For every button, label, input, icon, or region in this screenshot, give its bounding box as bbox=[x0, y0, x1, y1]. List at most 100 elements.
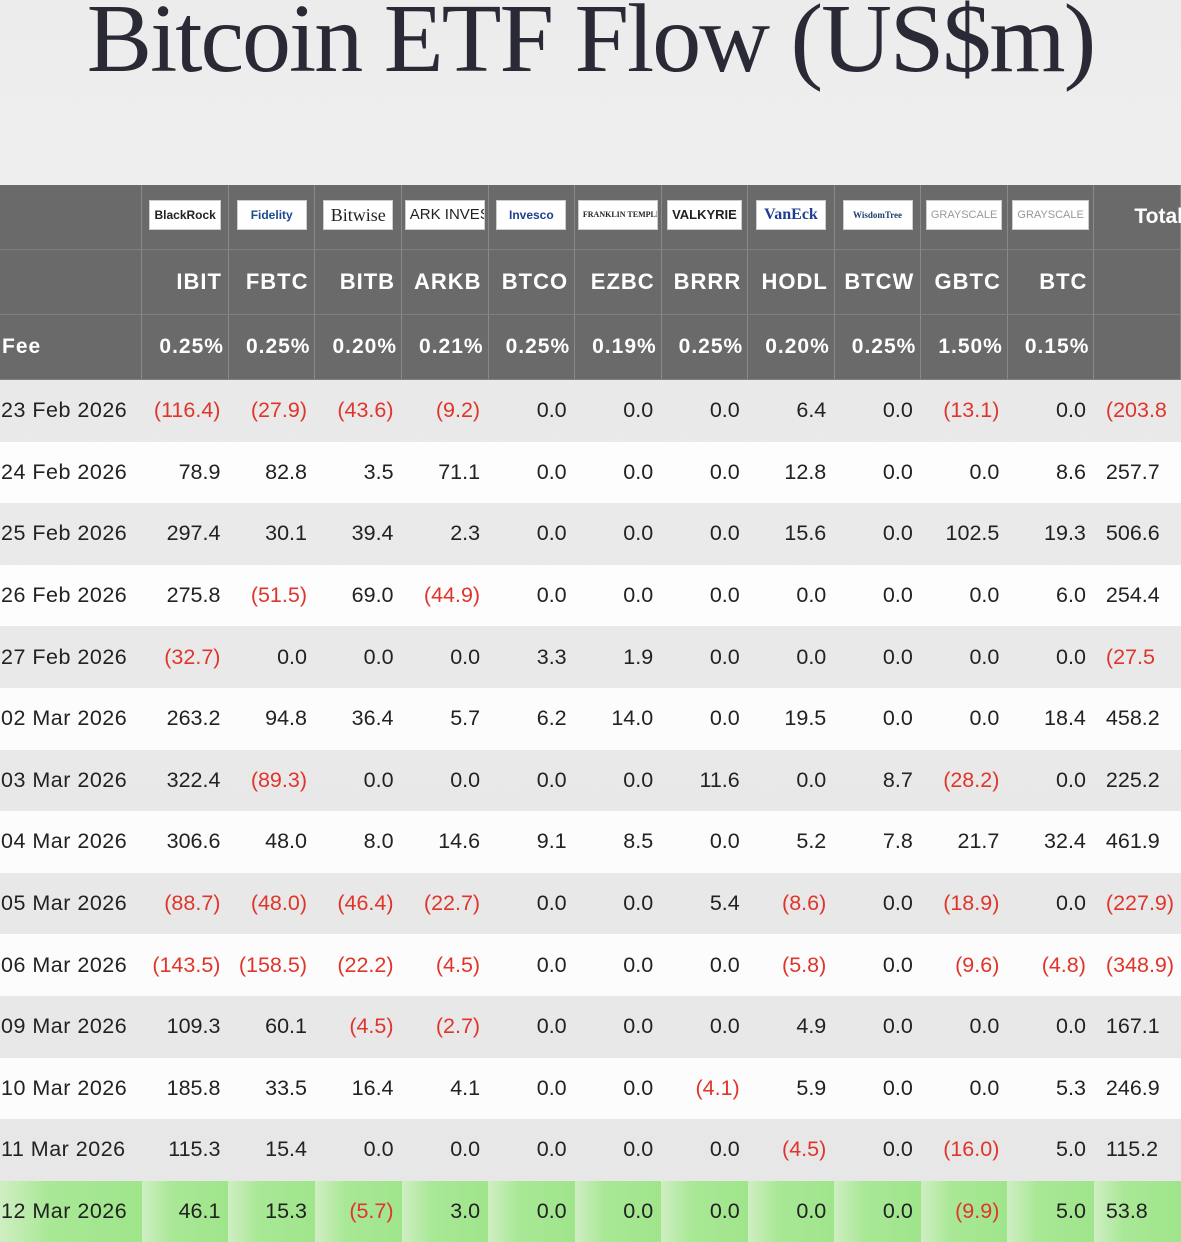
flow-cell: 15.4 bbox=[228, 1119, 315, 1181]
flow-cell: 0.0 bbox=[315, 626, 402, 688]
issuer-logo: Invesco bbox=[496, 200, 566, 230]
date-cell: 24 Feb 2026 bbox=[0, 442, 142, 504]
flow-cell: 3.0 bbox=[402, 1181, 489, 1242]
flow-cell: 0.0 bbox=[748, 750, 835, 812]
fee-cell: 0.25% bbox=[661, 315, 748, 380]
flow-cell: 0.0 bbox=[575, 565, 662, 627]
flow-cell: 0.0 bbox=[1007, 873, 1094, 935]
issuer-logo: GRAYSCALE bbox=[926, 200, 1002, 230]
flow-cell: 0.0 bbox=[921, 996, 1008, 1058]
flow-cell: (9.9) bbox=[921, 1181, 1008, 1242]
issuer-logo-cell: VALKYRIE bbox=[661, 185, 748, 250]
total-header: Total bbox=[1094, 185, 1181, 250]
flow-cell: 11.6 bbox=[661, 750, 748, 812]
flow-cell: (4.8) bbox=[1007, 934, 1094, 996]
issuer-logo-cell: GRAYSCALE bbox=[1007, 185, 1094, 250]
flow-cell: (4.5) bbox=[315, 996, 402, 1058]
flow-cell: 16.4 bbox=[315, 1058, 402, 1120]
total-cell: 254.4 bbox=[1094, 565, 1181, 627]
ticker-cell: FBTC bbox=[228, 250, 315, 315]
ticker-corner bbox=[0, 250, 142, 315]
flow-cell: (43.6) bbox=[315, 380, 402, 442]
flow-cell: 82.8 bbox=[228, 442, 315, 504]
flow-cell: 0.0 bbox=[1007, 626, 1094, 688]
flow-cell: 60.1 bbox=[228, 996, 315, 1058]
fee-cell: 0.25% bbox=[142, 315, 229, 380]
flow-cell: 5.7 bbox=[402, 688, 489, 750]
total-cell: (203.8 bbox=[1094, 380, 1181, 442]
date-cell: 02 Mar 2026 bbox=[0, 688, 142, 750]
total-cell: 115.2 bbox=[1094, 1119, 1181, 1181]
flow-cell: (4.5) bbox=[748, 1119, 835, 1181]
total-cell: 461.9 bbox=[1094, 811, 1181, 873]
fee-cell: 1.50% bbox=[921, 315, 1008, 380]
flow-cell: 12.8 bbox=[748, 442, 835, 504]
fee-label: Fee bbox=[0, 315, 142, 380]
flow-cell: 78.9 bbox=[142, 442, 229, 504]
date-cell: 11 Mar 2026 bbox=[0, 1119, 142, 1181]
flow-cell: (9.2) bbox=[402, 380, 489, 442]
total-cell: 53.8 bbox=[1094, 1181, 1181, 1242]
date-cell: 25 Feb 2026 bbox=[0, 503, 142, 565]
issuer-logo: ARK INVEST bbox=[405, 200, 485, 230]
flow-cell: (44.9) bbox=[402, 565, 489, 627]
flow-cell: 0.0 bbox=[488, 1058, 575, 1120]
flow-cell: 0.0 bbox=[661, 934, 748, 996]
flow-cell: 0.0 bbox=[488, 442, 575, 504]
flow-cell: 0.0 bbox=[488, 380, 575, 442]
ticker-total-empty bbox=[1094, 250, 1181, 315]
flow-cell: 21.7 bbox=[921, 811, 1008, 873]
flow-cell: 5.9 bbox=[748, 1058, 835, 1120]
flow-cell: (32.7) bbox=[142, 626, 229, 688]
flow-cell: 46.1 bbox=[142, 1181, 229, 1242]
flow-cell: 0.0 bbox=[834, 1119, 921, 1181]
issuer-logo-cell: FRANKLIN TEMPLETON bbox=[575, 185, 662, 250]
flow-cell: 0.0 bbox=[1007, 750, 1094, 812]
flow-cell: 15.6 bbox=[748, 503, 835, 565]
flow-cell: 0.0 bbox=[575, 380, 662, 442]
flow-cell: (46.4) bbox=[315, 873, 402, 935]
total-cell: 257.7 bbox=[1094, 442, 1181, 504]
issuer-logo-cell: Fidelity bbox=[228, 185, 315, 250]
flow-cell: (18.9) bbox=[921, 873, 1008, 935]
issuer-logo-cell: WisdomTree bbox=[834, 185, 921, 250]
total-cell: (227.9) bbox=[1094, 873, 1181, 935]
flow-cell: (158.5) bbox=[228, 934, 315, 996]
flow-cell: (8.6) bbox=[748, 873, 835, 935]
flow-cell: 0.0 bbox=[575, 996, 662, 1058]
fee-cell: 0.20% bbox=[315, 315, 402, 380]
flow-cell: 0.0 bbox=[661, 626, 748, 688]
flow-cell: (13.1) bbox=[921, 380, 1008, 442]
flow-cell: 8.7 bbox=[834, 750, 921, 812]
date-cell: 23 Feb 2026 bbox=[0, 380, 142, 442]
flow-cell: (116.4) bbox=[142, 380, 229, 442]
flow-cell: 0.0 bbox=[575, 873, 662, 935]
total-cell: (348.9) bbox=[1094, 934, 1181, 996]
flow-cell: 0.0 bbox=[402, 626, 489, 688]
flow-cell: 0.0 bbox=[834, 565, 921, 627]
flow-cell: 0.0 bbox=[1007, 380, 1094, 442]
flow-cell: 0.0 bbox=[834, 442, 921, 504]
flow-cell: (143.5) bbox=[142, 934, 229, 996]
flow-cell: 0.0 bbox=[228, 626, 315, 688]
ticker-cell: BITB bbox=[315, 250, 402, 315]
flow-cell: 0.0 bbox=[834, 1181, 921, 1242]
ticker-cell: HODL bbox=[748, 250, 835, 315]
flow-cell: 4.9 bbox=[748, 996, 835, 1058]
flow-cell: 0.0 bbox=[575, 442, 662, 504]
flow-cell: (4.1) bbox=[661, 1058, 748, 1120]
total-cell: 458.2 bbox=[1094, 688, 1181, 750]
ticker-cell: IBIT bbox=[142, 250, 229, 315]
flow-cell: 0.0 bbox=[315, 750, 402, 812]
flow-cell: 0.0 bbox=[661, 811, 748, 873]
flow-cell: 71.1 bbox=[402, 442, 489, 504]
date-cell: 04 Mar 2026 bbox=[0, 811, 142, 873]
flow-cell: 5.0 bbox=[1007, 1119, 1094, 1181]
